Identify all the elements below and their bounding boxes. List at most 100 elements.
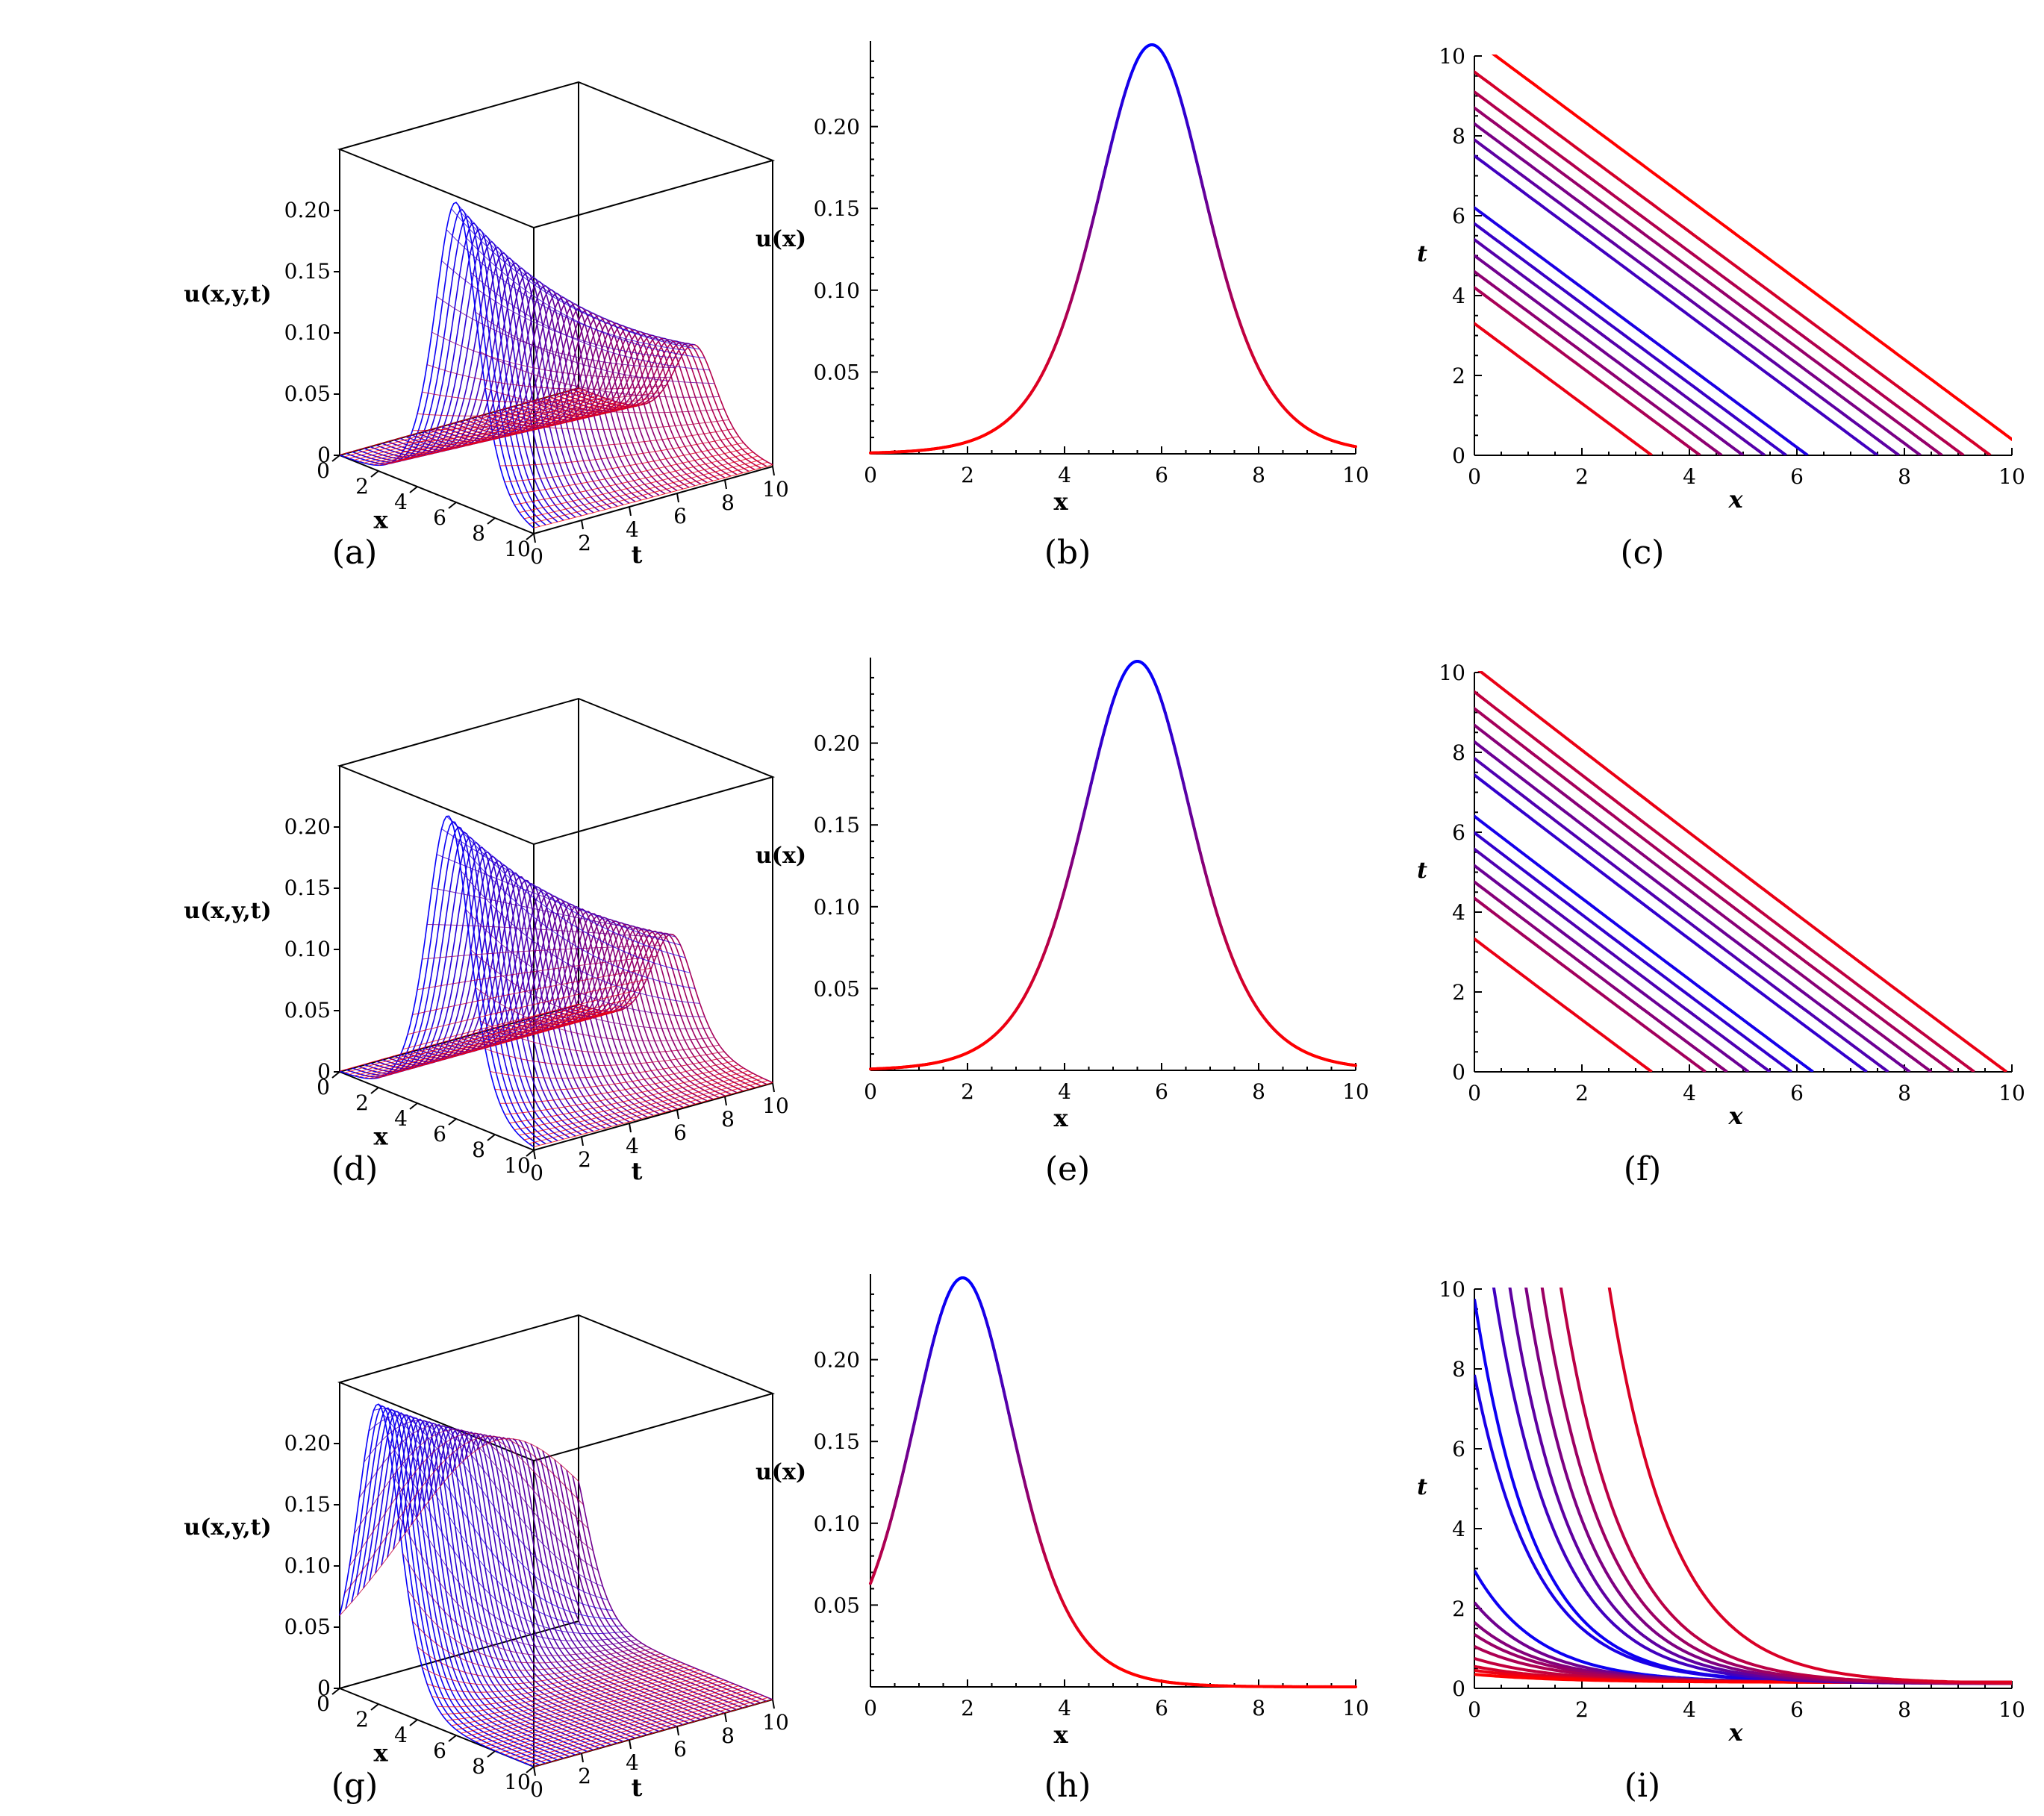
surface-x-line [426,924,667,938]
t-tick [533,1149,536,1160]
y-tick-label: 6 [1452,820,1465,845]
x-tick-label: 2 [1575,1081,1589,1105]
y-tick-label: 0.15 [814,196,860,221]
x-tick-label: 6 [433,505,446,530]
t-tick [581,519,584,530]
surface-x-line [436,296,676,369]
surface-x-line [475,1676,715,1742]
surface-x-line [441,828,681,946]
x-tick-label: 6 [433,1122,446,1146]
surface-x-line [480,1677,720,1745]
surface-x-line [475,987,715,1042]
x-tick [526,533,535,540]
surface-x-line [422,945,661,960]
x-tick-label: 0 [1468,1697,1481,1722]
surface-x-line [383,1009,623,1077]
x-axis-label: x [1727,485,1743,514]
x-tick-label: 0 [864,463,877,487]
x-tick-label: 2 [961,1079,974,1104]
t-tick-label: 4 [626,1134,639,1158]
surface-x-line [529,1080,768,1144]
surface-x-line [354,393,593,461]
surface-x-line [519,1076,758,1136]
t-tick [581,1753,584,1763]
t-tick [772,1699,775,1709]
contour-line [1474,205,1809,455]
y-tick-label: 0.10 [814,1511,860,1536]
y-tick-label: 0.20 [814,1348,860,1373]
t-tick-label: 8 [721,1107,735,1132]
z-tick-label: 0.20 [284,1431,331,1455]
y-tick-label: 0.05 [814,1593,860,1617]
surface-x-line [533,1699,773,1767]
x-tick [526,1149,535,1157]
x-tick-label: 8 [472,521,485,546]
surface-x-line [451,208,691,346]
panel-b-curve [869,43,1357,455]
surface-x-line [529,461,768,525]
panel-d-caption: (d) [331,1150,378,1188]
x-tick [331,1071,340,1079]
contour-line [1474,847,1772,1072]
surface-x-line [422,391,661,403]
surface-x-line [519,1693,758,1762]
panel-g-t-axis: 0 2 4 6 8 10 t [530,1699,789,1802]
z-tick-label: 0.20 [284,198,331,222]
z-tick-label: 0 [317,443,331,467]
t-tick-label: 10 [762,1093,789,1118]
panel-b-line-plot: 0 2 4 6 8 10 0.05 0.10 0.15 0.20 x u(x) (b) [755,41,1369,572]
x-tick-label: 0 [317,1691,330,1716]
t-tick-label: 2 [578,1147,591,1172]
surface-x-line [533,464,773,528]
surface-t-line [351,1407,546,1764]
y-axis-label: u(x) [755,1459,806,1485]
z-tick-label: 0.15 [284,259,331,284]
contour-line [1559,1288,2012,1685]
surface-x-line [490,1056,729,1079]
x-tick-label: 4 [1058,1079,1071,1104]
surface-x-line [455,1667,696,1730]
surface-t-line [375,1414,570,1758]
surface-x-line [465,237,705,359]
surface-x-line [504,1687,744,1756]
panel-h-curve [869,1276,1357,1688]
surface-x-line [422,1653,661,1685]
contour-line [1540,1288,2012,1685]
panel-d-surface-mesh [339,815,773,1148]
surface-x-line [344,1435,584,1594]
surface-x-line [402,988,642,1050]
y-tick-label: 0.20 [814,115,860,140]
surface-x-line [523,1695,764,1764]
y-tick-label: 0 [1452,1676,1465,1701]
contour-line [1474,106,1943,455]
t-tick-label: 10 [762,1710,789,1735]
t-tick [772,1082,775,1093]
surface-t-line [560,340,755,470]
t-tick [581,1136,584,1146]
x-tick-label: 2 [1575,1697,1589,1722]
surface-x-line [407,979,647,1035]
surface-x-line [339,1003,579,1072]
y-axis-label: t [1417,1474,1427,1500]
surface-x-line [373,1408,613,1611]
t-tick-label: 6 [673,1737,687,1762]
contour-line [1474,254,1745,455]
x-tick-label: 8 [1252,463,1265,487]
t-tick [724,1096,727,1106]
surface-x-line [455,839,696,989]
z-tick-label: 0.05 [284,998,331,1023]
panel-g-caption: (g) [331,1767,378,1805]
panel-h-line-plot: 0 2 4 6 8 10 0.05 0.10 0.15 0.20 x u(x) (h) [755,1274,1369,1805]
y-tick-label: 2 [1452,980,1465,1005]
contour-line [1474,773,1868,1072]
x-tick [448,502,457,509]
box-top-face [337,81,776,229]
t-tick [629,506,632,517]
x-tick-label: 6 [1155,463,1168,487]
panel-g-surface-mesh [339,1403,773,1767]
panel-h-caption: (h) [1044,1767,1091,1805]
t-tick [772,466,775,476]
surface-x-line [436,1659,676,1708]
surface-t-line [345,1405,540,1766]
contour-line [1477,671,2007,1072]
